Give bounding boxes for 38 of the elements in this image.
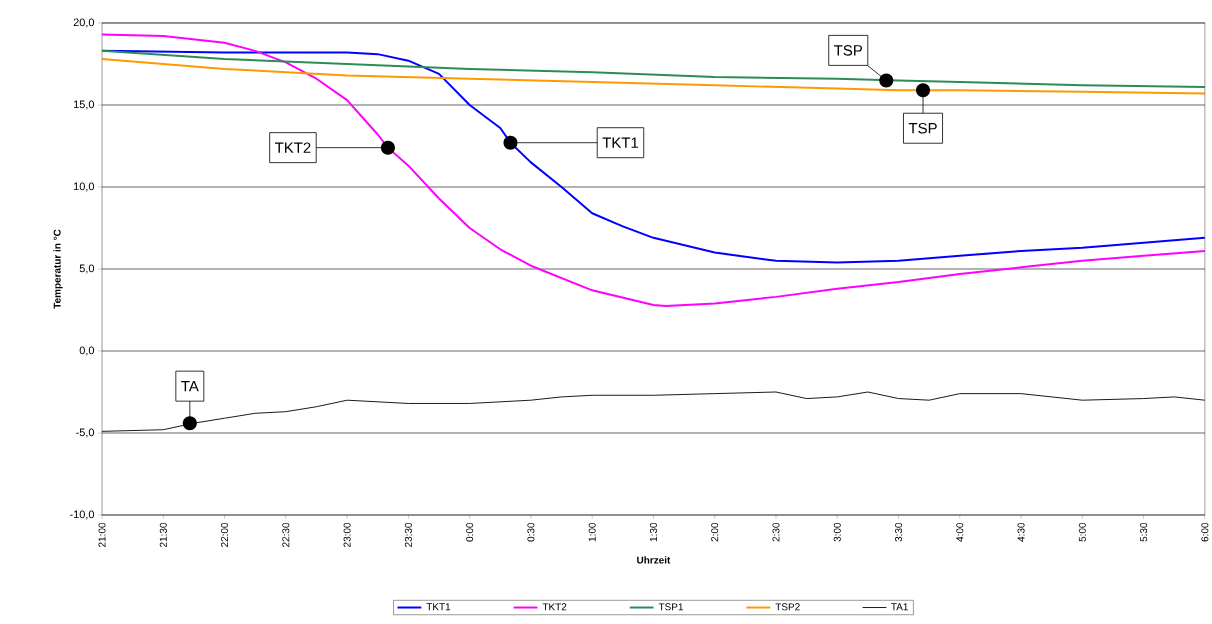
y-tick-label: 20,0 [73,18,95,28]
y-tick-label: -10,0 [69,510,95,520]
x-tick-label: 0:00 [466,522,474,542]
x-tick-label: 3:00 [833,522,841,542]
y-tick-label: 5,0 [79,264,95,274]
annotation: TKT2 [275,142,311,153]
legend-label: TKT1 [426,603,451,611]
x-tick-label: 5:00 [1078,522,1086,542]
x-tick-label: 2:00 [711,522,719,542]
x-tick-label: 22:30 [282,522,290,547]
x-tick-label: 21:30 [159,522,167,547]
y-tick-label: 15,0 [73,100,95,110]
x-tick-label: 0:30 [527,522,535,542]
y-tick-label: 10,0 [73,182,95,192]
legend-label: TA1 [891,603,908,611]
x-tick-label: 6:00 [1201,522,1209,542]
x-tick-label: 21:00 [98,522,106,547]
x-tick-label: 23:00 [343,522,351,547]
x-tick-label: 22:00 [221,522,229,547]
annotation: TA [181,381,199,392]
annotation: TKT1 [602,137,639,148]
x-tick-label: 1:30 [649,522,657,542]
x-tick-label: 4:00 [956,522,964,542]
x-axis-title: Uhrzeit [637,556,671,564]
x-tick-label: 3:30 [895,522,903,542]
x-tick-label: 5:30 [1140,522,1148,542]
annotation: TSP [908,122,937,134]
y-tick-label: -5,0 [76,428,95,438]
legend-label: TKT2 [542,603,567,611]
legend-label: TSP1 [658,603,683,611]
y-axis-title: Temperatur in °C [53,229,63,309]
annotation: TSP [834,45,863,56]
x-tick-label: 1:00 [588,522,596,542]
x-tick-label: 23:30 [404,522,412,547]
legend-label: TSP2 [775,603,800,611]
x-tick-label: 2:30 [772,522,780,542]
y-tick-label: 0,0 [79,346,95,356]
x-tick-label: 4:30 [1017,522,1025,542]
